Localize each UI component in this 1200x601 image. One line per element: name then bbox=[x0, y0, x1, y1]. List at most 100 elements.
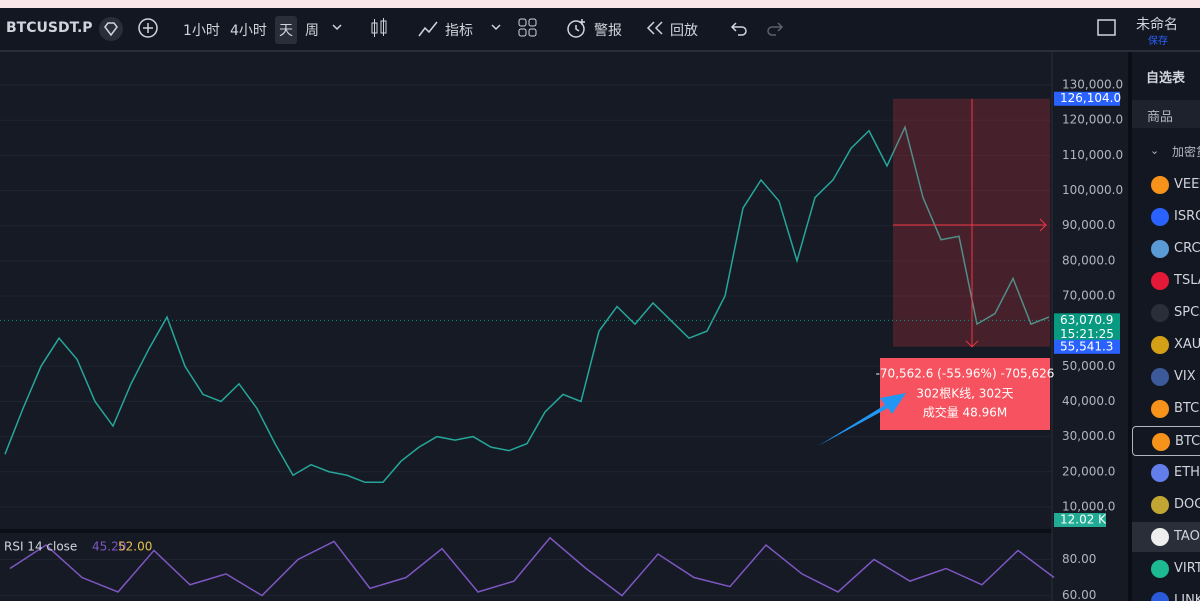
indicators-button[interactable]: 指标 bbox=[445, 23, 473, 39]
symbol-icon bbox=[1151, 592, 1169, 601]
layout-name[interactable]: 未命名 bbox=[1136, 17, 1178, 33]
annotation-arrow bbox=[818, 393, 906, 446]
watch-item[interactable]: VIX bbox=[1132, 362, 1200, 392]
column-title: 商品 bbox=[1147, 110, 1174, 125]
symbol-icon bbox=[1151, 176, 1169, 194]
watch-item[interactable]: TSLA bbox=[1132, 266, 1200, 296]
rsi-ma-value: 52.00 bbox=[118, 540, 152, 554]
chevron[interactable] bbox=[330, 20, 344, 34]
alert-icon[interactable] bbox=[565, 16, 589, 40]
chevron: ⌄ bbox=[1150, 144, 1160, 157]
top-strip bbox=[0, 0, 1200, 8]
watch-item[interactable]: CRCL bbox=[1132, 234, 1200, 264]
y-tick-label: 70,000.0 bbox=[1062, 288, 1115, 302]
symbol-icon bbox=[1151, 400, 1169, 418]
chart-bg bbox=[0, 52, 1128, 601]
measure-bars: 302根K线, 302天 bbox=[916, 387, 1013, 401]
add-button[interactable] bbox=[136, 16, 160, 40]
watch-item[interactable]: ETHU bbox=[1132, 458, 1200, 488]
alert-button[interactable]: 警报 bbox=[594, 23, 622, 39]
candle-icon[interactable] bbox=[368, 16, 390, 40]
symbol-name: BTC. bbox=[1174, 401, 1200, 416]
high-tag-label: 126,104.0 bbox=[1060, 91, 1121, 105]
y-tick-label: 130,000.0 bbox=[1062, 78, 1123, 92]
symbol-name: VEEV bbox=[1174, 177, 1200, 192]
symbol-name: XAUU bbox=[1174, 337, 1200, 352]
y-tick-label: 60.00 bbox=[1062, 588, 1096, 601]
symbol-icon bbox=[1151, 560, 1169, 578]
high-tag bbox=[1054, 91, 1120, 106]
watch-item[interactable]: XAUU bbox=[1132, 330, 1200, 360]
price-line bbox=[4, 125, 1050, 484]
watch-item[interactable]: DOGE bbox=[1132, 490, 1200, 520]
watchlist-title[interactable]: 自选表 bbox=[1146, 71, 1186, 86]
symbol-name: ISRG bbox=[1174, 209, 1200, 224]
volume-tag bbox=[1054, 513, 1106, 527]
symbol-icon bbox=[1151, 528, 1169, 546]
y-tick-label: 100,000.0 bbox=[1062, 183, 1123, 197]
measure-change: -70,562.6 (-55.96%) -705,626 bbox=[876, 367, 1055, 381]
symbol-icon bbox=[1151, 464, 1169, 482]
column-header bbox=[1132, 100, 1200, 128]
y-tick-label: 20,000.0 bbox=[1062, 464, 1115, 478]
symbol-icon bbox=[1151, 496, 1169, 514]
redo[interactable] bbox=[765, 18, 785, 38]
symbol-icon bbox=[1151, 304, 1169, 322]
y-tick-label: 90,000.0 bbox=[1062, 218, 1115, 232]
pane-divider bbox=[0, 529, 1052, 533]
watch-item[interactable]: ISRG bbox=[1132, 202, 1200, 232]
toolbar: BTCUSDT.P 1小时 4小时 天 周 指标 警报 回放 未命名 保存 bbox=[0, 8, 1200, 52]
indicator-icon[interactable] bbox=[416, 16, 440, 40]
fullscreen[interactable] bbox=[1096, 18, 1118, 38]
y-tick-label: 30,000.0 bbox=[1062, 429, 1115, 443]
countdown: 15:21:25 bbox=[1060, 327, 1114, 341]
watch-item[interactable]: VIRT bbox=[1132, 554, 1200, 584]
watch-item[interactable]: TAOU bbox=[1132, 522, 1200, 552]
watch-item[interactable]: BTC. bbox=[1132, 394, 1200, 424]
symbol-icon bbox=[1151, 368, 1169, 386]
group-title[interactable]: 加密货 bbox=[1172, 145, 1200, 159]
symbol-icon bbox=[1152, 433, 1170, 451]
rsi-title: RSI 14 close bbox=[4, 540, 77, 554]
watch-item[interactable]: VEEV bbox=[1132, 170, 1200, 200]
symbol-icon bbox=[1151, 240, 1169, 258]
measure-arrowhead bbox=[965, 218, 1047, 348]
low-tag-label: 55,541.3 bbox=[1060, 339, 1113, 353]
watch-item[interactable]: BTCU bbox=[1132, 426, 1200, 456]
volume-tag-label: 12.02 K bbox=[1060, 513, 1107, 527]
y-tick-label: 110,000.0 bbox=[1062, 148, 1123, 162]
y-tick-label: 40,000.0 bbox=[1062, 394, 1115, 408]
layout-icon[interactable] bbox=[517, 17, 539, 39]
symbol-name: VIX bbox=[1174, 369, 1196, 384]
last-tag-label: 63,070.9 bbox=[1060, 313, 1113, 327]
replay-icon[interactable] bbox=[645, 18, 665, 38]
undo[interactable] bbox=[729, 18, 749, 38]
measure-volume: 成交量 48.96M bbox=[923, 405, 1008, 420]
replay-button[interactable]: 回放 bbox=[670, 23, 698, 39]
y-tick-label: 80.00 bbox=[1062, 552, 1096, 566]
watch-item[interactable]: LINK bbox=[1132, 586, 1200, 601]
symbol-name: TSLA bbox=[1174, 273, 1200, 288]
y-tick-label: 10,000.0 bbox=[1062, 499, 1115, 513]
save[interactable]: 保存 bbox=[1148, 36, 1168, 47]
symbol-icon bbox=[1151, 272, 1169, 290]
symbol-name: CRCL bbox=[1174, 241, 1200, 256]
symbol-icon[interactable] bbox=[98, 16, 124, 42]
symbol-name: VIRT bbox=[1174, 561, 1200, 576]
chevron[interactable] bbox=[489, 20, 503, 34]
interval[interactable]: 4小时 bbox=[230, 23, 267, 39]
symbol-name: LINK bbox=[1174, 593, 1200, 601]
symbol-name: ETHU bbox=[1174, 465, 1200, 480]
last-tag bbox=[1054, 313, 1120, 342]
y-tick-label: 50,000.0 bbox=[1062, 359, 1115, 373]
interval-active[interactable]: 天 bbox=[275, 16, 297, 44]
measure-info bbox=[880, 358, 1050, 430]
symbol-icon bbox=[1151, 208, 1169, 226]
symbol[interactable]: BTCUSDT.P bbox=[6, 20, 93, 36]
interval[interactable]: 1小时 bbox=[183, 23, 220, 39]
interval[interactable]: 周 bbox=[305, 23, 319, 39]
